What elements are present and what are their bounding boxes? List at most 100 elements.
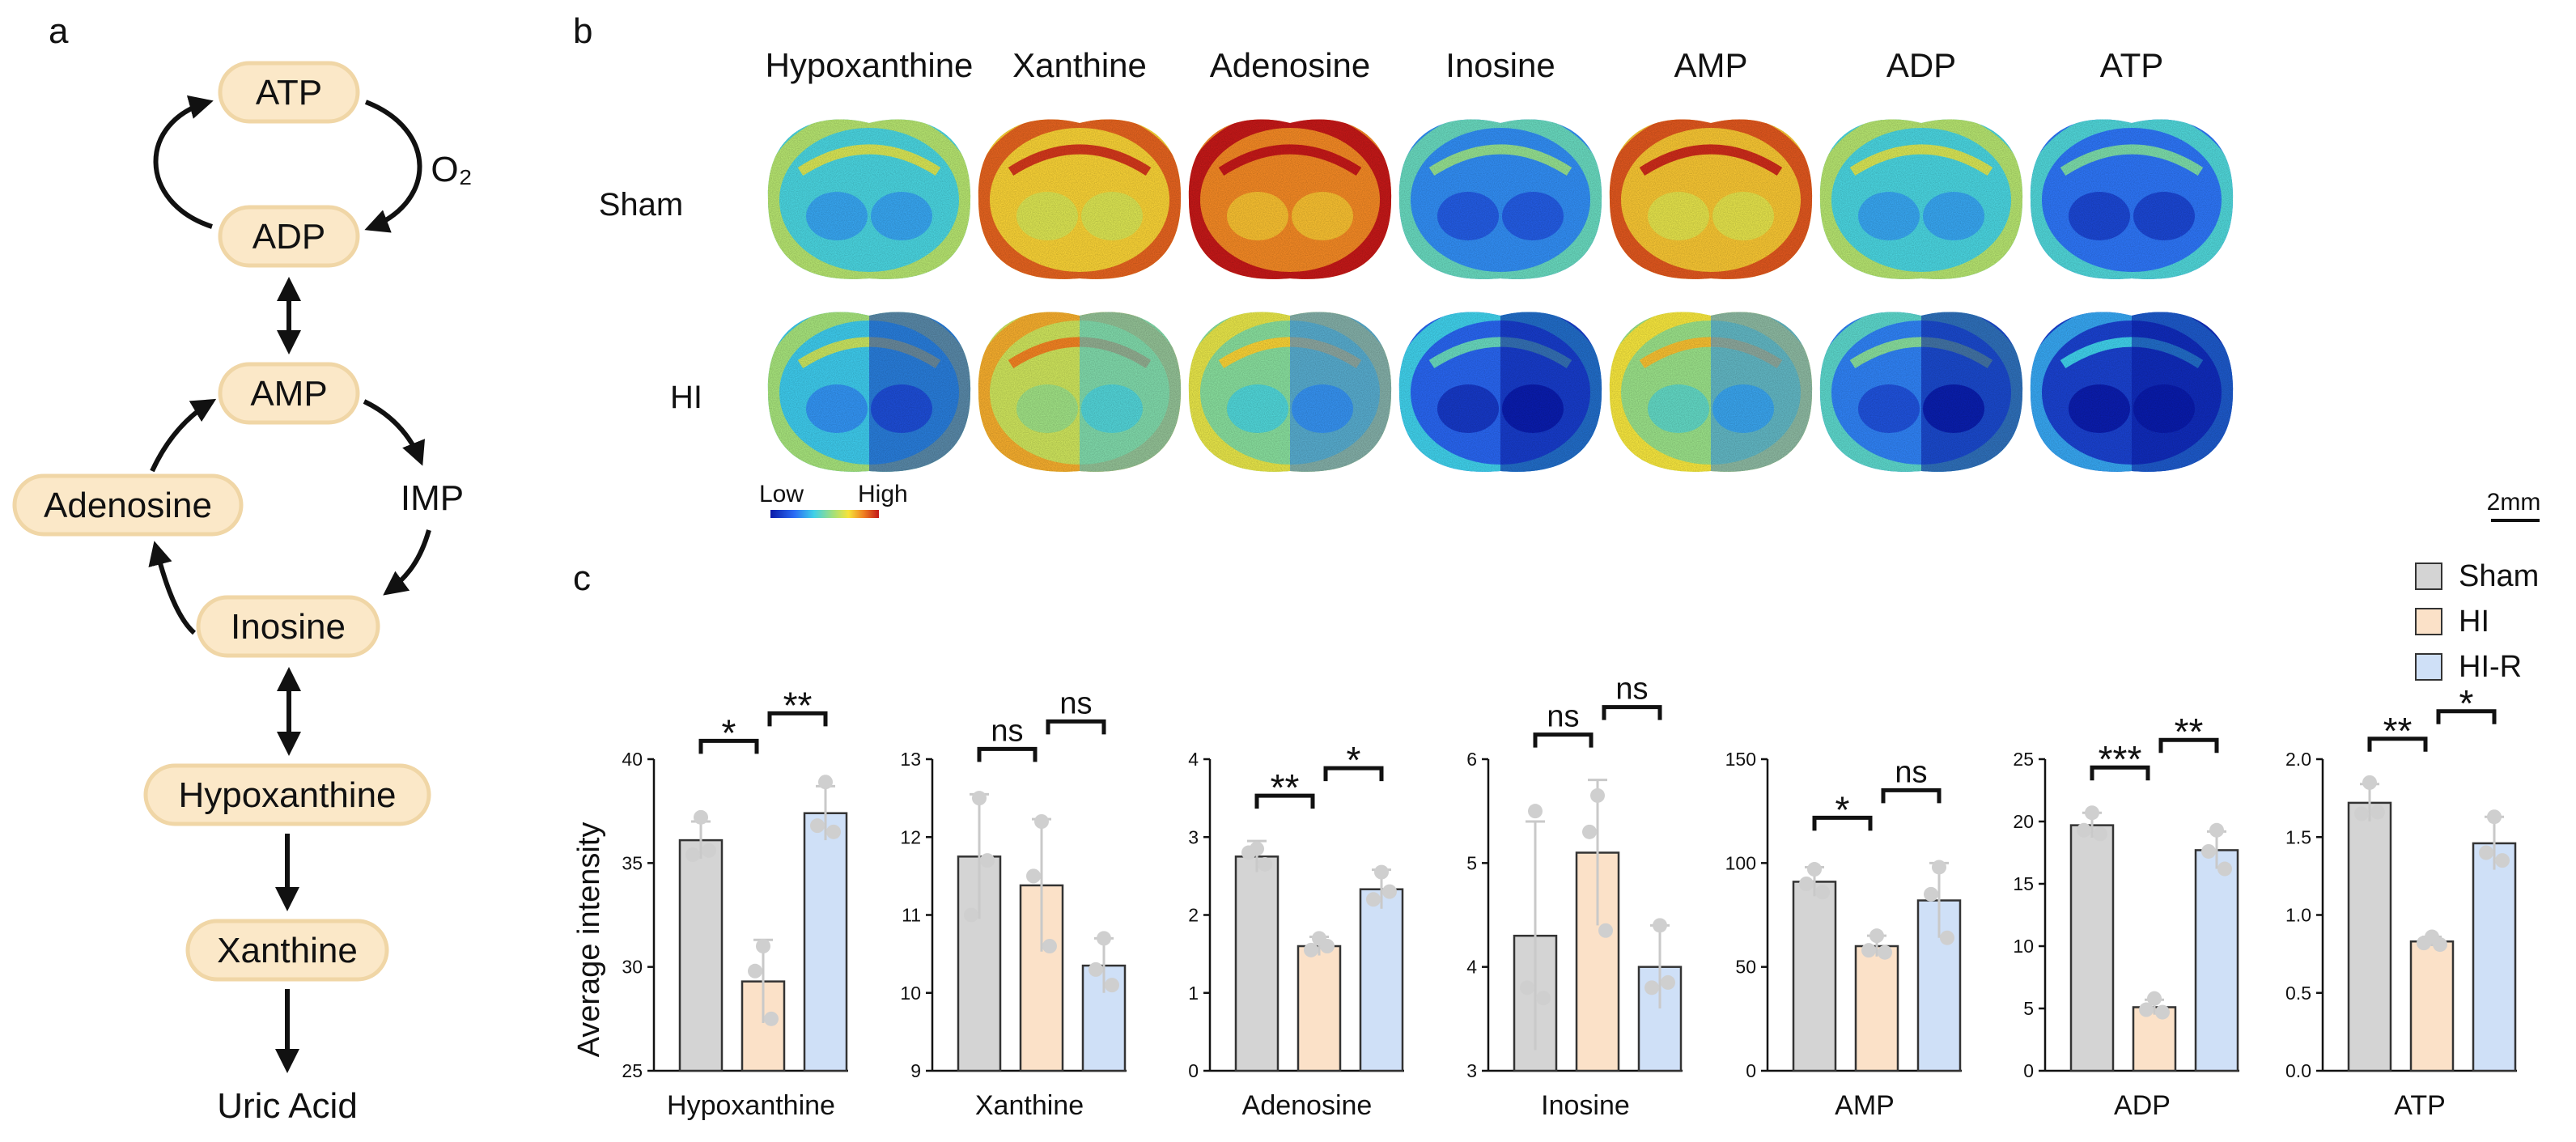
y-tick-label: 100 — [1725, 852, 1756, 873]
chart-title: Adenosine — [1242, 1090, 1373, 1121]
significance-label: ns — [1547, 700, 1579, 734]
brain-section-image — [1398, 119, 1602, 279]
image-row-label: Sham — [599, 187, 684, 223]
arrow-adp-to-atp — [153, 95, 214, 229]
brain-section-image — [1609, 312, 1813, 472]
significance-label: * — [2459, 682, 2474, 724]
legend: Sham HI HI-R — [2415, 554, 2539, 690]
significance-bracket — [1046, 719, 1106, 735]
image-column-title: ADP — [1886, 46, 1956, 84]
arrow-imp-to-inosine — [383, 529, 431, 596]
data-point — [1598, 923, 1613, 938]
y-tick-label: 1.0 — [2285, 905, 2311, 926]
data-point — [1861, 943, 1876, 958]
data-point — [764, 1011, 779, 1026]
label-uric-acid: Uric Acid — [217, 1086, 358, 1126]
data-point — [2362, 775, 2377, 790]
significance-bracket — [1881, 788, 1942, 804]
data-point — [1878, 945, 1892, 960]
data-point — [2354, 806, 2369, 821]
chart-title: Xanthine — [975, 1090, 1084, 1121]
significance-bracket — [1254, 793, 1315, 809]
significance-bracket — [1812, 815, 1873, 831]
pathway-diagram: ATP ADP AMP Adenosine Inosine Hypoxanthi… — [12, 61, 473, 1126]
data-point — [2370, 804, 2385, 820]
data-point — [1366, 892, 1381, 907]
bar — [803, 812, 848, 1072]
significance-label: ns — [1059, 686, 1092, 720]
legend-label: HI — [2459, 604, 2489, 639]
bar — [2409, 940, 2455, 1072]
y-tick-label: 40 — [622, 749, 643, 770]
chart-title: ADP — [2114, 1090, 2171, 1121]
data-point — [972, 791, 987, 806]
brain-section-image — [1819, 119, 2023, 279]
brain-section-image — [1819, 312, 2023, 472]
node-adenosine: Adenosine — [44, 486, 212, 525]
image-column-title: Xanthine — [1012, 46, 1147, 84]
data-point — [1034, 814, 1049, 829]
data-point — [964, 907, 978, 923]
brain-section-image — [1188, 119, 1392, 279]
data-point — [2077, 822, 2091, 838]
node-xanthine: Xanthine — [217, 931, 358, 970]
node-atp-box — [218, 61, 360, 124]
y-tick-label: 5 — [2023, 998, 2034, 1019]
legend-swatch — [2415, 653, 2442, 681]
data-point — [2139, 1002, 2154, 1017]
significance-bracket — [767, 711, 828, 727]
bar — [1234, 855, 1280, 1072]
data-point — [2155, 1004, 2170, 1020]
chart-title: AMP — [1835, 1090, 1895, 1121]
y-tick-label: 1.5 — [2285, 826, 2311, 847]
y-tick-label: 0.0 — [2285, 1060, 2311, 1081]
data-point — [1241, 845, 1256, 860]
data-point — [1940, 930, 1954, 945]
data-point — [1520, 980, 1534, 996]
data-point — [2085, 805, 2099, 821]
arrow-atp-to-adp — [364, 100, 422, 233]
brain-section-image — [2030, 312, 2234, 472]
imaging-panel: Hypoxanthine Xanthine Adenosine Inosine AMP A… — [599, 46, 2540, 522]
data-point — [2209, 822, 2224, 838]
node-amp: AMP — [250, 374, 327, 414]
bar — [2194, 849, 2239, 1072]
data-point — [1528, 804, 1543, 819]
legend-label: Sham — [2459, 558, 2540, 593]
data-point — [1815, 885, 1830, 900]
arrow-adenosine-to-amp — [150, 398, 217, 473]
label-imp: IMP — [401, 478, 464, 518]
significance-label: ns — [1895, 755, 1927, 789]
data-point — [1807, 862, 1822, 877]
data-point — [980, 853, 995, 868]
significance-bracket — [1602, 705, 1662, 720]
y-tick-label: 4 — [1188, 749, 1199, 770]
data-point — [2147, 991, 2162, 1006]
y-tick-label: 0 — [2023, 1060, 2034, 1081]
node-atp: ATP — [256, 73, 322, 113]
image-column-title: Inosine — [1445, 46, 1555, 84]
y-tick-label: 9 — [910, 1060, 921, 1081]
brain-section-image — [767, 312, 971, 472]
y-tick-label: 10 — [900, 983, 921, 1004]
colorbar-low: Low — [759, 481, 804, 507]
y-tick-label: 150 — [1725, 749, 1756, 770]
y-tick-label: 25 — [622, 1060, 643, 1081]
brain-section-image — [978, 312, 1182, 472]
bar — [1854, 945, 1899, 1072]
bar — [2347, 801, 2392, 1072]
chart-title: Hypoxanthine — [667, 1090, 835, 1121]
node-hypoxanthine: Hypoxanthine — [178, 775, 396, 815]
image-row-label: HI — [670, 380, 702, 415]
node-adenosine-box — [12, 473, 244, 537]
y-tick-label: 30 — [622, 957, 643, 978]
node-hypoxanthine-box — [143, 763, 431, 826]
bar-chart: 9 10 11 12 13 ns ns Xanthine — [900, 686, 1127, 1121]
y-tick-label: 10 — [2013, 936, 2034, 957]
data-point — [1536, 991, 1551, 1006]
data-point — [1590, 788, 1605, 803]
brain-section-image — [2030, 119, 2234, 279]
data-point — [1258, 856, 1272, 872]
